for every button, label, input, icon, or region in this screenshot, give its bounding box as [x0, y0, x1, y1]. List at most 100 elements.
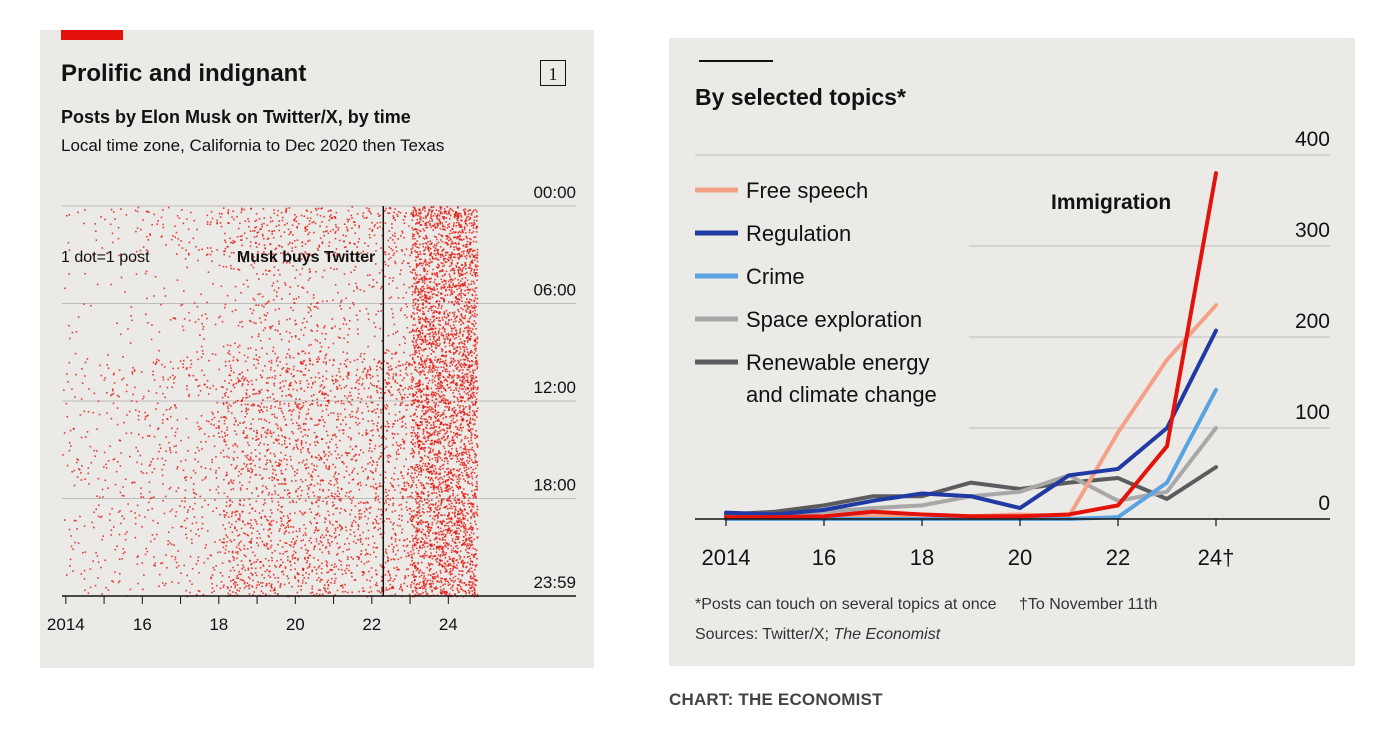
- post-dot: [240, 540, 242, 543]
- post-dot: [434, 369, 436, 372]
- post-dot: [342, 550, 344, 553]
- post-dot: [354, 386, 357, 389]
- post-dot: [237, 227, 240, 230]
- post-dot: [158, 450, 160, 453]
- post-dot: [294, 568, 297, 570]
- post-dot: [437, 517, 439, 519]
- post-dot: [412, 576, 415, 579]
- post-dot: [198, 384, 201, 387]
- post-dot: [303, 390, 306, 392]
- post-dot: [374, 497, 377, 500]
- post-dot: [192, 469, 195, 472]
- post-dot: [419, 370, 421, 373]
- post-dot: [288, 261, 291, 264]
- post-dot: [265, 273, 268, 276]
- post-dot: [329, 230, 332, 233]
- post-dot: [413, 238, 416, 240]
- post-dot: [257, 359, 259, 362]
- post-dot: [406, 544, 409, 547]
- post-dot: [429, 361, 432, 364]
- post-dot: [415, 534, 418, 536]
- post-dot: [399, 393, 402, 396]
- post-dot: [258, 458, 261, 461]
- post-dot: [284, 550, 287, 553]
- post-dot: [251, 437, 254, 440]
- post-dot: [387, 557, 389, 560]
- post-dot: [259, 391, 262, 394]
- post-dot: [433, 488, 435, 491]
- post-dot: [367, 476, 369, 478]
- post-dot: [198, 428, 201, 431]
- post-dot: [384, 499, 387, 502]
- post-dot: [371, 429, 374, 431]
- post-dot: [415, 491, 417, 493]
- post-dot: [271, 413, 273, 416]
- post-dot: [305, 441, 307, 444]
- post-dot: [421, 389, 423, 392]
- post-dot: [304, 255, 306, 258]
- post-dot: [317, 249, 320, 252]
- post-dot: [403, 442, 406, 445]
- post-dot: [283, 224, 286, 226]
- post-dot: [296, 535, 299, 538]
- post-dot: [284, 489, 286, 492]
- post-dot: [241, 256, 244, 258]
- post-dot: [229, 364, 232, 367]
- post-dot: [371, 464, 374, 466]
- post-dot: [422, 237, 425, 240]
- post-dot: [412, 393, 414, 395]
- post-dot: [417, 562, 419, 565]
- post-dot: [395, 453, 398, 456]
- post-dot: [230, 515, 233, 518]
- post-dot: [425, 418, 428, 421]
- post-dot: [371, 471, 373, 474]
- post-dot: [224, 239, 226, 242]
- post-dot: [328, 451, 331, 454]
- post-dot: [134, 386, 136, 389]
- post-dot: [336, 388, 338, 390]
- post-dot: [277, 501, 280, 503]
- post-dot: [421, 317, 424, 320]
- post-dot: [380, 310, 382, 312]
- post-dot: [392, 548, 395, 551]
- post-dot: [376, 365, 378, 368]
- post-dot: [437, 241, 440, 244]
- post-dot: [343, 508, 346, 511]
- post-dot: [346, 375, 348, 378]
- post-dot: [227, 212, 230, 215]
- post-dot: [260, 409, 262, 412]
- post-dot: [400, 515, 403, 517]
- post-dot: [378, 397, 381, 399]
- post-dot: [206, 223, 209, 226]
- post-dot: [357, 525, 360, 528]
- post-dot: [124, 478, 127, 481]
- post-dot: [243, 232, 246, 235]
- post-dot: [298, 338, 300, 341]
- post-dot: [350, 403, 353, 406]
- post-dot: [418, 291, 420, 294]
- post-dot: [416, 384, 419, 387]
- post-dot: [315, 572, 318, 575]
- post-dot: [246, 454, 249, 457]
- post-dot: [281, 219, 284, 222]
- post-dot: [285, 369, 288, 372]
- post-dot: [286, 259, 288, 262]
- post-dot: [376, 584, 378, 587]
- post-dot: [336, 268, 338, 270]
- post-dot: [177, 367, 180, 370]
- post-dot: [432, 424, 435, 426]
- post-dot: [415, 385, 418, 388]
- post-dot: [420, 327, 423, 330]
- post-dot: [300, 388, 303, 390]
- post-dot: [110, 417, 113, 420]
- post-dot: [122, 486, 124, 488]
- post-dot: [422, 504, 425, 506]
- post-dot: [310, 456, 313, 459]
- post-dot: [417, 293, 420, 296]
- post-dot: [315, 526, 317, 529]
- post-dot: [297, 405, 299, 408]
- post-dot: [392, 528, 394, 530]
- post-dot: [388, 212, 391, 214]
- post-dot: [134, 409, 137, 411]
- post-dot: [365, 507, 367, 510]
